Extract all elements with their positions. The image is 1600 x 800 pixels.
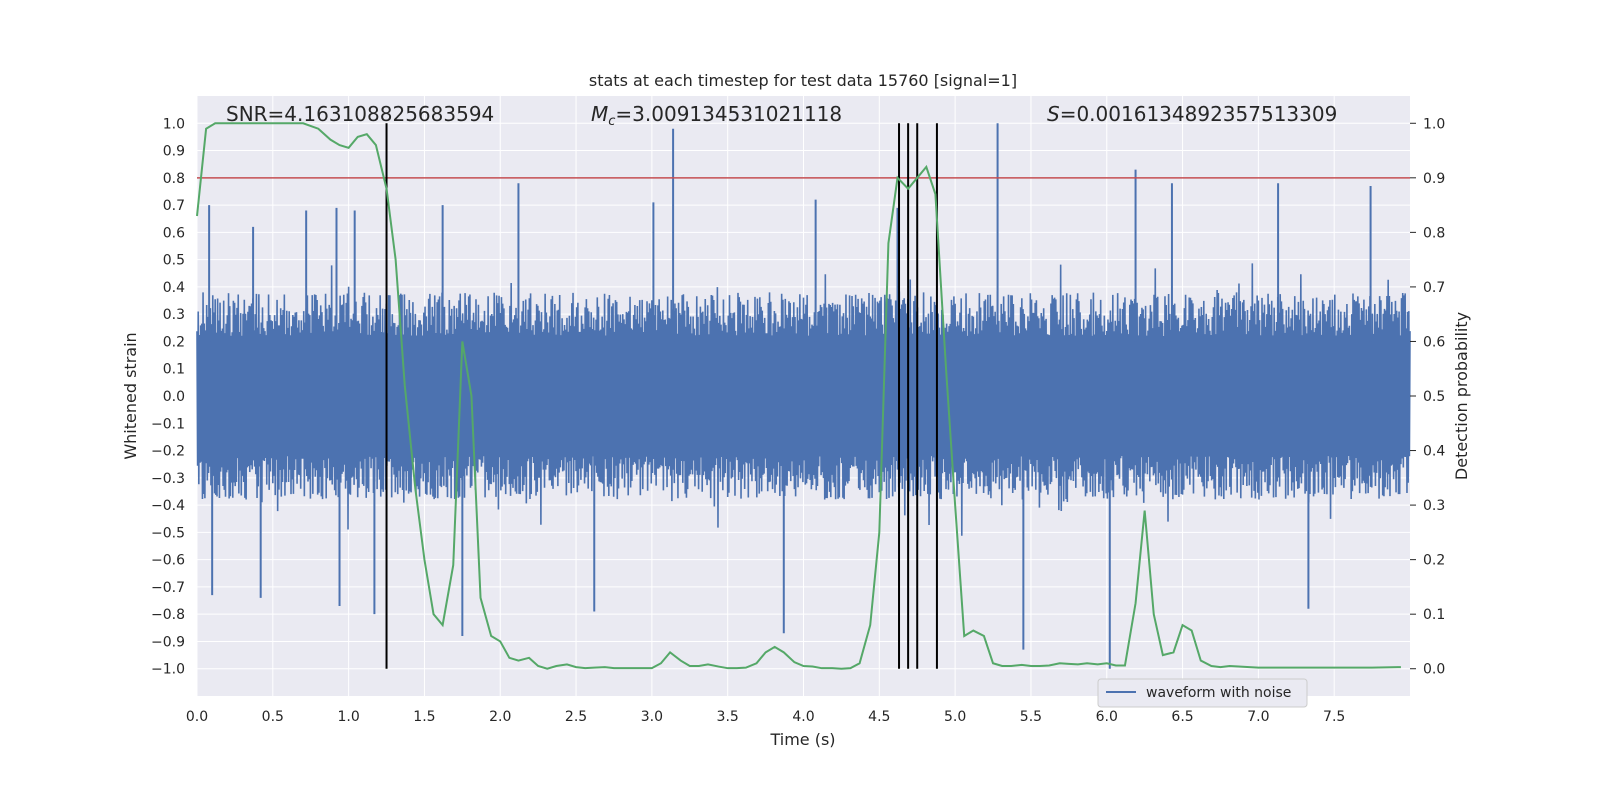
s-symbol: S	[1047, 102, 1060, 126]
waveform-series	[196, 123, 1411, 669]
left-y-tick-label: 0.3	[163, 307, 185, 323]
right-y-tick-label: 1.0	[1423, 116, 1445, 132]
left-y-tick-label: 0.7	[163, 198, 185, 214]
x-tick-label: 4.5	[868, 709, 890, 725]
x-tick-label: 0.0	[186, 709, 208, 725]
x-axis-label: Time (s)	[769, 730, 835, 749]
probability-series	[196, 122, 1401, 670]
legend-label: waveform with noise	[1146, 685, 1291, 701]
probability-line	[196, 122, 1401, 670]
x-tick-label: 1.0	[337, 709, 359, 725]
left-y-tick-label: −0.3	[151, 471, 185, 487]
legend-box	[1097, 678, 1308, 708]
chirp-mass-annotation: Mc=3.009134531021118	[591, 102, 842, 129]
left-y-tick-label: 0.0	[163, 389, 185, 405]
x-tick-label: 6.0	[1096, 709, 1118, 725]
left-y-tick-label: −0.4	[151, 498, 185, 514]
x-tick-label: 3.5	[717, 709, 739, 725]
left-y-tick-labels: 1.0 0.9 0.8 0.7 0.6 0.5 0.4 0.3 0.2 0.1 0.0 −0.1 −0.…	[151, 116, 185, 677]
s-value: =0.0016134892357513309	[1060, 102, 1338, 126]
left-y-tick-label: −0.2	[151, 444, 185, 460]
chart-title: stats at each timestep for test data 157…	[589, 71, 1017, 90]
x-tick-label: 5.5	[1020, 709, 1042, 725]
event-markers	[385, 123, 938, 669]
x-tick-labels: 0.0 0.5 1.0 1.5 2.0 2.5 3.0 3.5 4.0 4.5 5.0 5.5 6.0 6…	[186, 709, 1345, 725]
left-y-tick-label: −0.8	[151, 607, 185, 623]
x-tick-label: 4.0	[792, 709, 814, 725]
right-y-tick-label: 0.5	[1423, 389, 1445, 405]
left-y-tick-label: 0.8	[163, 171, 185, 187]
chirp-mass-value: =3.009134531021118	[615, 102, 842, 126]
left-y-tick-label: −0.1	[151, 416, 185, 432]
left-y-tick-label: −0.5	[151, 525, 185, 541]
x-tick-label: 3.0	[641, 709, 663, 725]
right-y-tick-labels: 1.0 0.9 0.8 0.7 0.6 0.5 0.4 0.3 0.2 0.1 0.0	[1410, 116, 1445, 678]
chirp-mass-subscript: c	[608, 114, 615, 129]
x-tick-label: 2.5	[565, 709, 587, 725]
x-tick-label: 0.5	[262, 709, 284, 725]
right-y-tick-label: 0.3	[1423, 498, 1445, 514]
right-y-tick-label: 0.4	[1423, 444, 1445, 460]
x-tick-label: 5.0	[944, 709, 966, 725]
left-y-tick-label: −0.7	[151, 580, 185, 596]
right-y-tick-label: 0.2	[1423, 553, 1445, 569]
left-y-tick-label: −0.6	[151, 553, 185, 569]
right-y-tick-label: 0.7	[1423, 280, 1445, 296]
s-annotation: S=0.0016134892357513309	[1047, 102, 1337, 126]
right-y-tick-label: 0.8	[1423, 225, 1445, 241]
left-y-tick-label: 0.1	[163, 362, 185, 378]
left-y-tick-label: 1.0	[163, 116, 185, 132]
x-tick-label: 1.5	[413, 709, 435, 725]
x-tick-label: 2.0	[489, 709, 511, 725]
right-y-tick-label: 0.1	[1423, 607, 1445, 623]
left-y-tick-label: −0.9	[151, 634, 185, 650]
left-y-tick-label: −1.0	[151, 662, 185, 678]
x-tick-label: 6.5	[1171, 709, 1193, 725]
waveform-core	[197, 341, 1410, 451]
left-y-tick-label: 0.2	[163, 334, 185, 350]
left-y-tick-label: 0.5	[163, 253, 185, 269]
left-y-tick-label: 0.6	[163, 225, 185, 241]
right-y-tick-label: 0.9	[1423, 171, 1445, 187]
legend: waveform with noise	[1097, 678, 1308, 708]
right-y-axis-label: Detection probability	[1452, 312, 1471, 480]
right-y-tick-label: 0.6	[1423, 334, 1445, 350]
left-y-axis-label: Whitened strain	[121, 332, 140, 459]
chirp-mass-symbol: M	[591, 102, 608, 126]
x-tick-label: 7.0	[1247, 709, 1269, 725]
right-y-tick-label: 0.0	[1423, 662, 1445, 678]
snr-annotation: SNR=4.163108825683594	[226, 102, 494, 126]
x-tick-label: 7.5	[1323, 709, 1345, 725]
left-y-tick-label: 0.4	[163, 280, 185, 296]
left-y-tick-label: 0.9	[163, 144, 185, 160]
